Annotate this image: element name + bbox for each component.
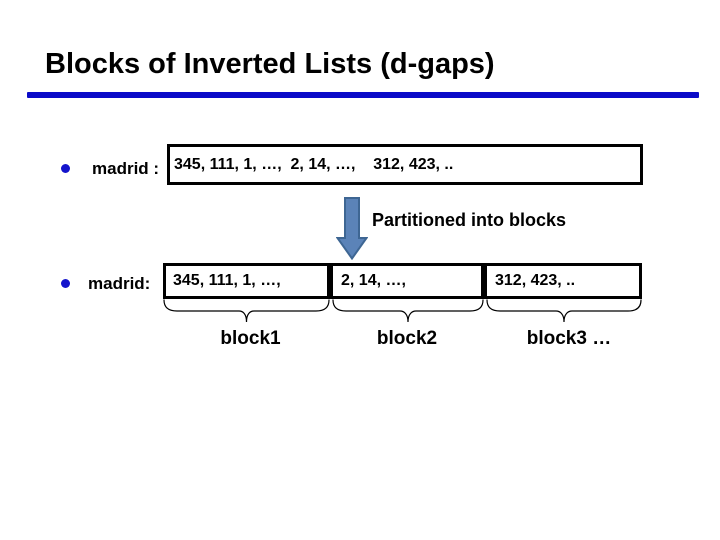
- down-arrow-icon: [336, 197, 368, 260]
- page-title: Blocks of Inverted Lists (d-gaps): [45, 48, 495, 80]
- block2-underbrace-icon: [332, 299, 484, 327]
- block2-values: 2, 14, …,: [341, 272, 406, 289]
- block3-underbrace-icon: [486, 299, 642, 327]
- block1-underbrace-icon: [163, 299, 330, 327]
- block1-values: 345, 111, 1, …,: [173, 272, 281, 289]
- row2-term-label: madrid:: [88, 274, 151, 293]
- block1-box: 345, 111, 1, …,: [163, 263, 330, 299]
- block1-caption: block1: [220, 328, 281, 349]
- block3-box: 312, 423, ..: [484, 263, 642, 299]
- row1-term-label: madrid :: [92, 159, 160, 178]
- block3-values: 312, 423, ..: [495, 272, 576, 289]
- partition-caption: Partitioned into blocks: [372, 210, 567, 230]
- block2-caption: block2: [376, 328, 438, 349]
- full-list-values: 345, 111, 1, …, 2, 14, …, 312, 423, ..: [174, 155, 454, 173]
- bullet-icon: [61, 279, 70, 288]
- full-list-box: 345, 111, 1, …, 2, 14, …, 312, 423, ..: [167, 144, 643, 185]
- block2-box: 2, 14, …,: [330, 263, 484, 299]
- title-rule: [27, 92, 699, 98]
- bullet-icon: [61, 164, 70, 173]
- block3-caption: block3 …: [526, 328, 612, 349]
